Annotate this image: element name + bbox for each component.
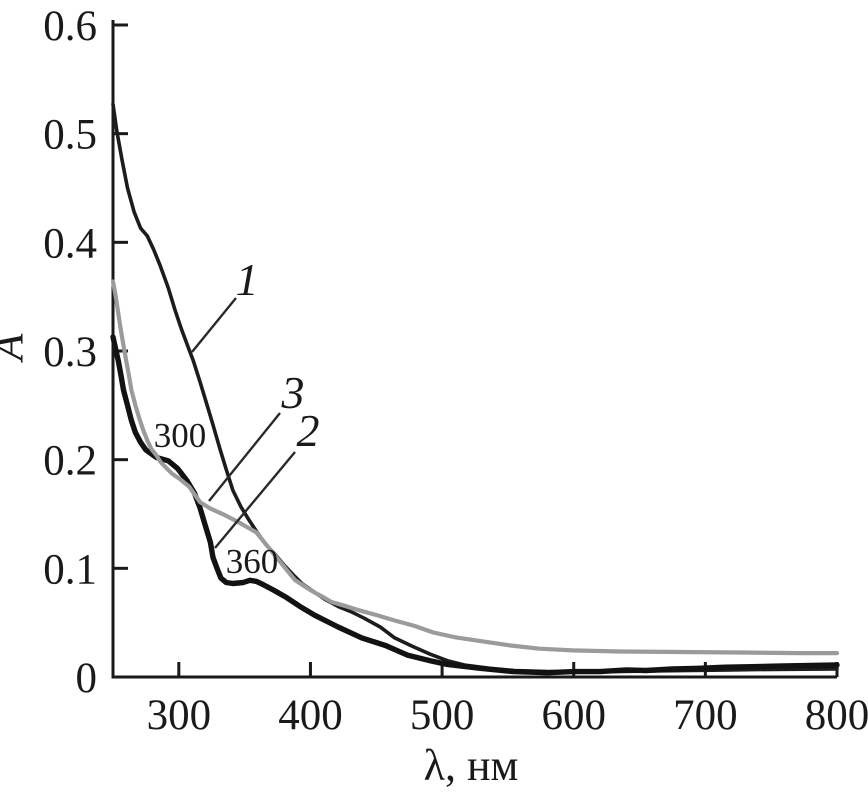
curve-label-1: 1: [236, 254, 259, 305]
y-tick-label-0.6: 0.6: [43, 3, 97, 50]
x-tick-label-800: 800: [805, 692, 868, 739]
x-axis-title: λ, нм: [424, 741, 519, 790]
x-tick-label-700: 700: [673, 692, 738, 739]
tick-labels-group: 300 400 500 600 700 800 0 0.1 0.2 0.3 0.4 0.5 0.6: [43, 3, 868, 739]
x-tick-label-600: 600: [541, 692, 606, 739]
peak-label-360: 360: [226, 542, 279, 581]
y-tick-label-0.3: 0.3: [43, 329, 97, 376]
leader-line-curve-2: [214, 451, 296, 549]
y-tick-label-0.1: 0.1: [43, 546, 97, 593]
peak-label-300: 300: [154, 416, 207, 455]
curve-2: [110, 334, 840, 676]
y-tick-label-0.5: 0.5: [43, 112, 97, 159]
y-axis-title: A: [0, 332, 32, 363]
x-tick-label-500: 500: [410, 692, 475, 739]
curve-label-2: 2: [297, 405, 320, 456]
y-tick-label-0.2: 0.2: [43, 438, 97, 485]
x-tick-label-300: 300: [147, 692, 212, 739]
curves-group: [110, 102, 840, 676]
y-tick-label-0: 0: [76, 655, 98, 702]
leader-line-curve-3: [208, 412, 281, 502]
curve-3: [110, 279, 840, 656]
curve-label-3: 3: [281, 367, 305, 418]
annotations-group: 1 32 300 360: [154, 254, 320, 581]
x-tick-label-400: 400: [278, 692, 343, 739]
leader-line-curve-1: [191, 297, 237, 353]
curve-1: [111, 102, 839, 674]
y-tick-label-0.4: 0.4: [43, 220, 97, 267]
